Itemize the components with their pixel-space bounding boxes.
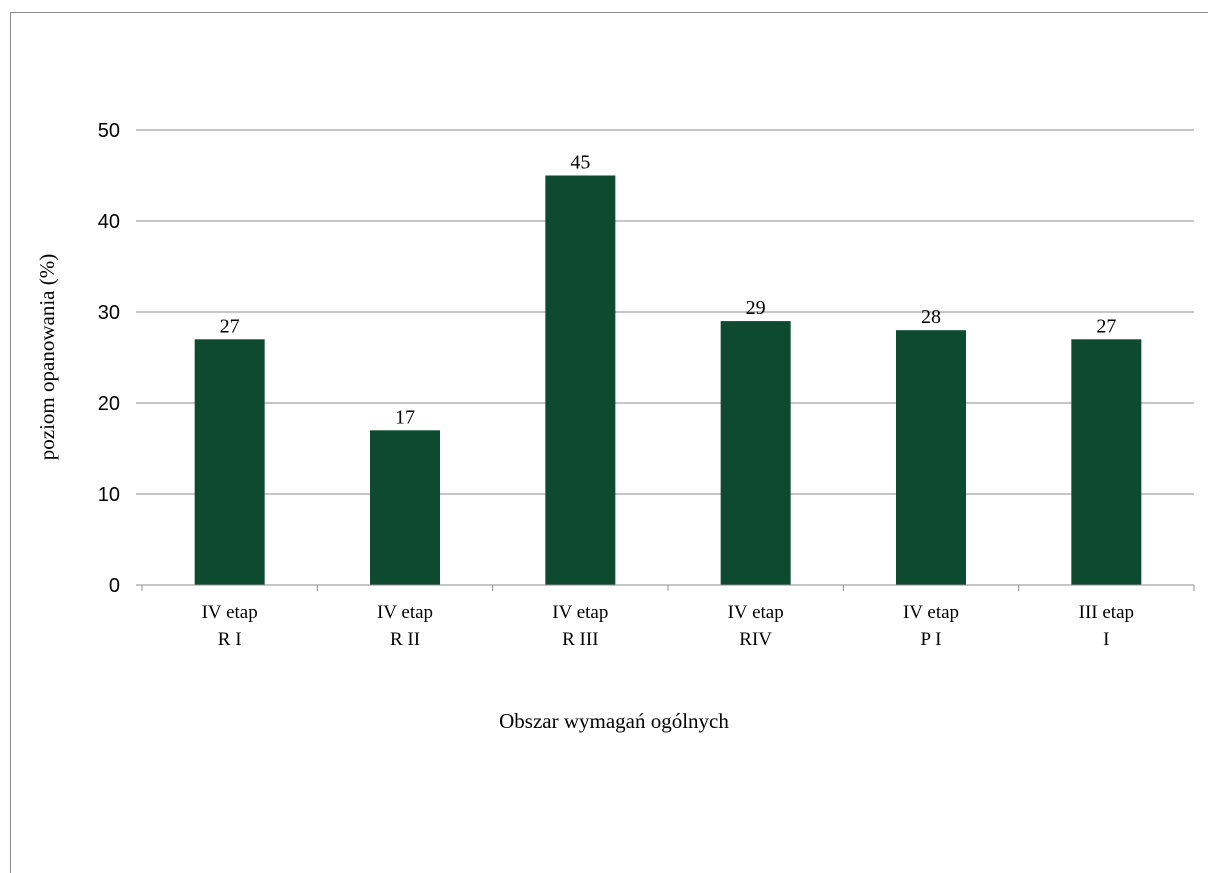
y-axis-ticks: 0 10 20 30 40 50 — [98, 120, 142, 597]
chart-frame — [10, 12, 1208, 873]
x-tick-label: IV etap — [552, 602, 608, 623]
y-tick-label: 50 — [98, 120, 120, 142]
x-tick-label: IV etap — [377, 602, 433, 623]
data-label: 17 — [395, 406, 415, 428]
bar-5 — [1071, 339, 1142, 585]
y-tick-label: 40 — [98, 211, 120, 233]
data-label: 27 — [220, 315, 240, 337]
x-tick-label: R II — [390, 629, 420, 650]
x-tick-label: R III — [562, 629, 598, 650]
data-label: 28 — [921, 306, 941, 328]
bar-1 — [370, 430, 440, 585]
x-axis-categories: IV etap R I IV etap R II IV etap R III IV etap… — [141, 585, 1195, 650]
x-tick-label: RIV — [739, 629, 772, 650]
y-tick-label: 0 — [109, 575, 120, 597]
x-tick-label: R I — [218, 629, 242, 650]
data-label: 45 — [570, 152, 590, 174]
y-tick-label: 30 — [98, 302, 120, 324]
bars — [194, 175, 1142, 585]
y-tick-label: 10 — [98, 484, 120, 506]
bar-4 — [896, 330, 966, 585]
x-axis-label: Obszar wymagań ogólnych — [499, 709, 729, 733]
data-labels: 27 17 45 29 28 27 — [220, 152, 1117, 429]
x-tick-label: I — [1103, 629, 1109, 650]
x-tick-label: IV etap — [728, 602, 784, 623]
gridlines — [142, 129, 1194, 495]
x-tick-label: IV etap — [202, 602, 258, 623]
data-label: 27 — [1096, 315, 1116, 337]
x-tick-label: III etap — [1079, 602, 1134, 623]
y-tick-label: 20 — [98, 393, 120, 415]
x-tick-label: IV etap — [903, 602, 959, 623]
bar-3 — [720, 321, 791, 585]
bar-2 — [545, 175, 616, 585]
x-tick-label: P I — [921, 629, 942, 650]
y-axis-label: poziom opanowania (%) — [35, 254, 59, 460]
bar-0 — [194, 339, 265, 585]
data-label: 29 — [746, 297, 766, 319]
